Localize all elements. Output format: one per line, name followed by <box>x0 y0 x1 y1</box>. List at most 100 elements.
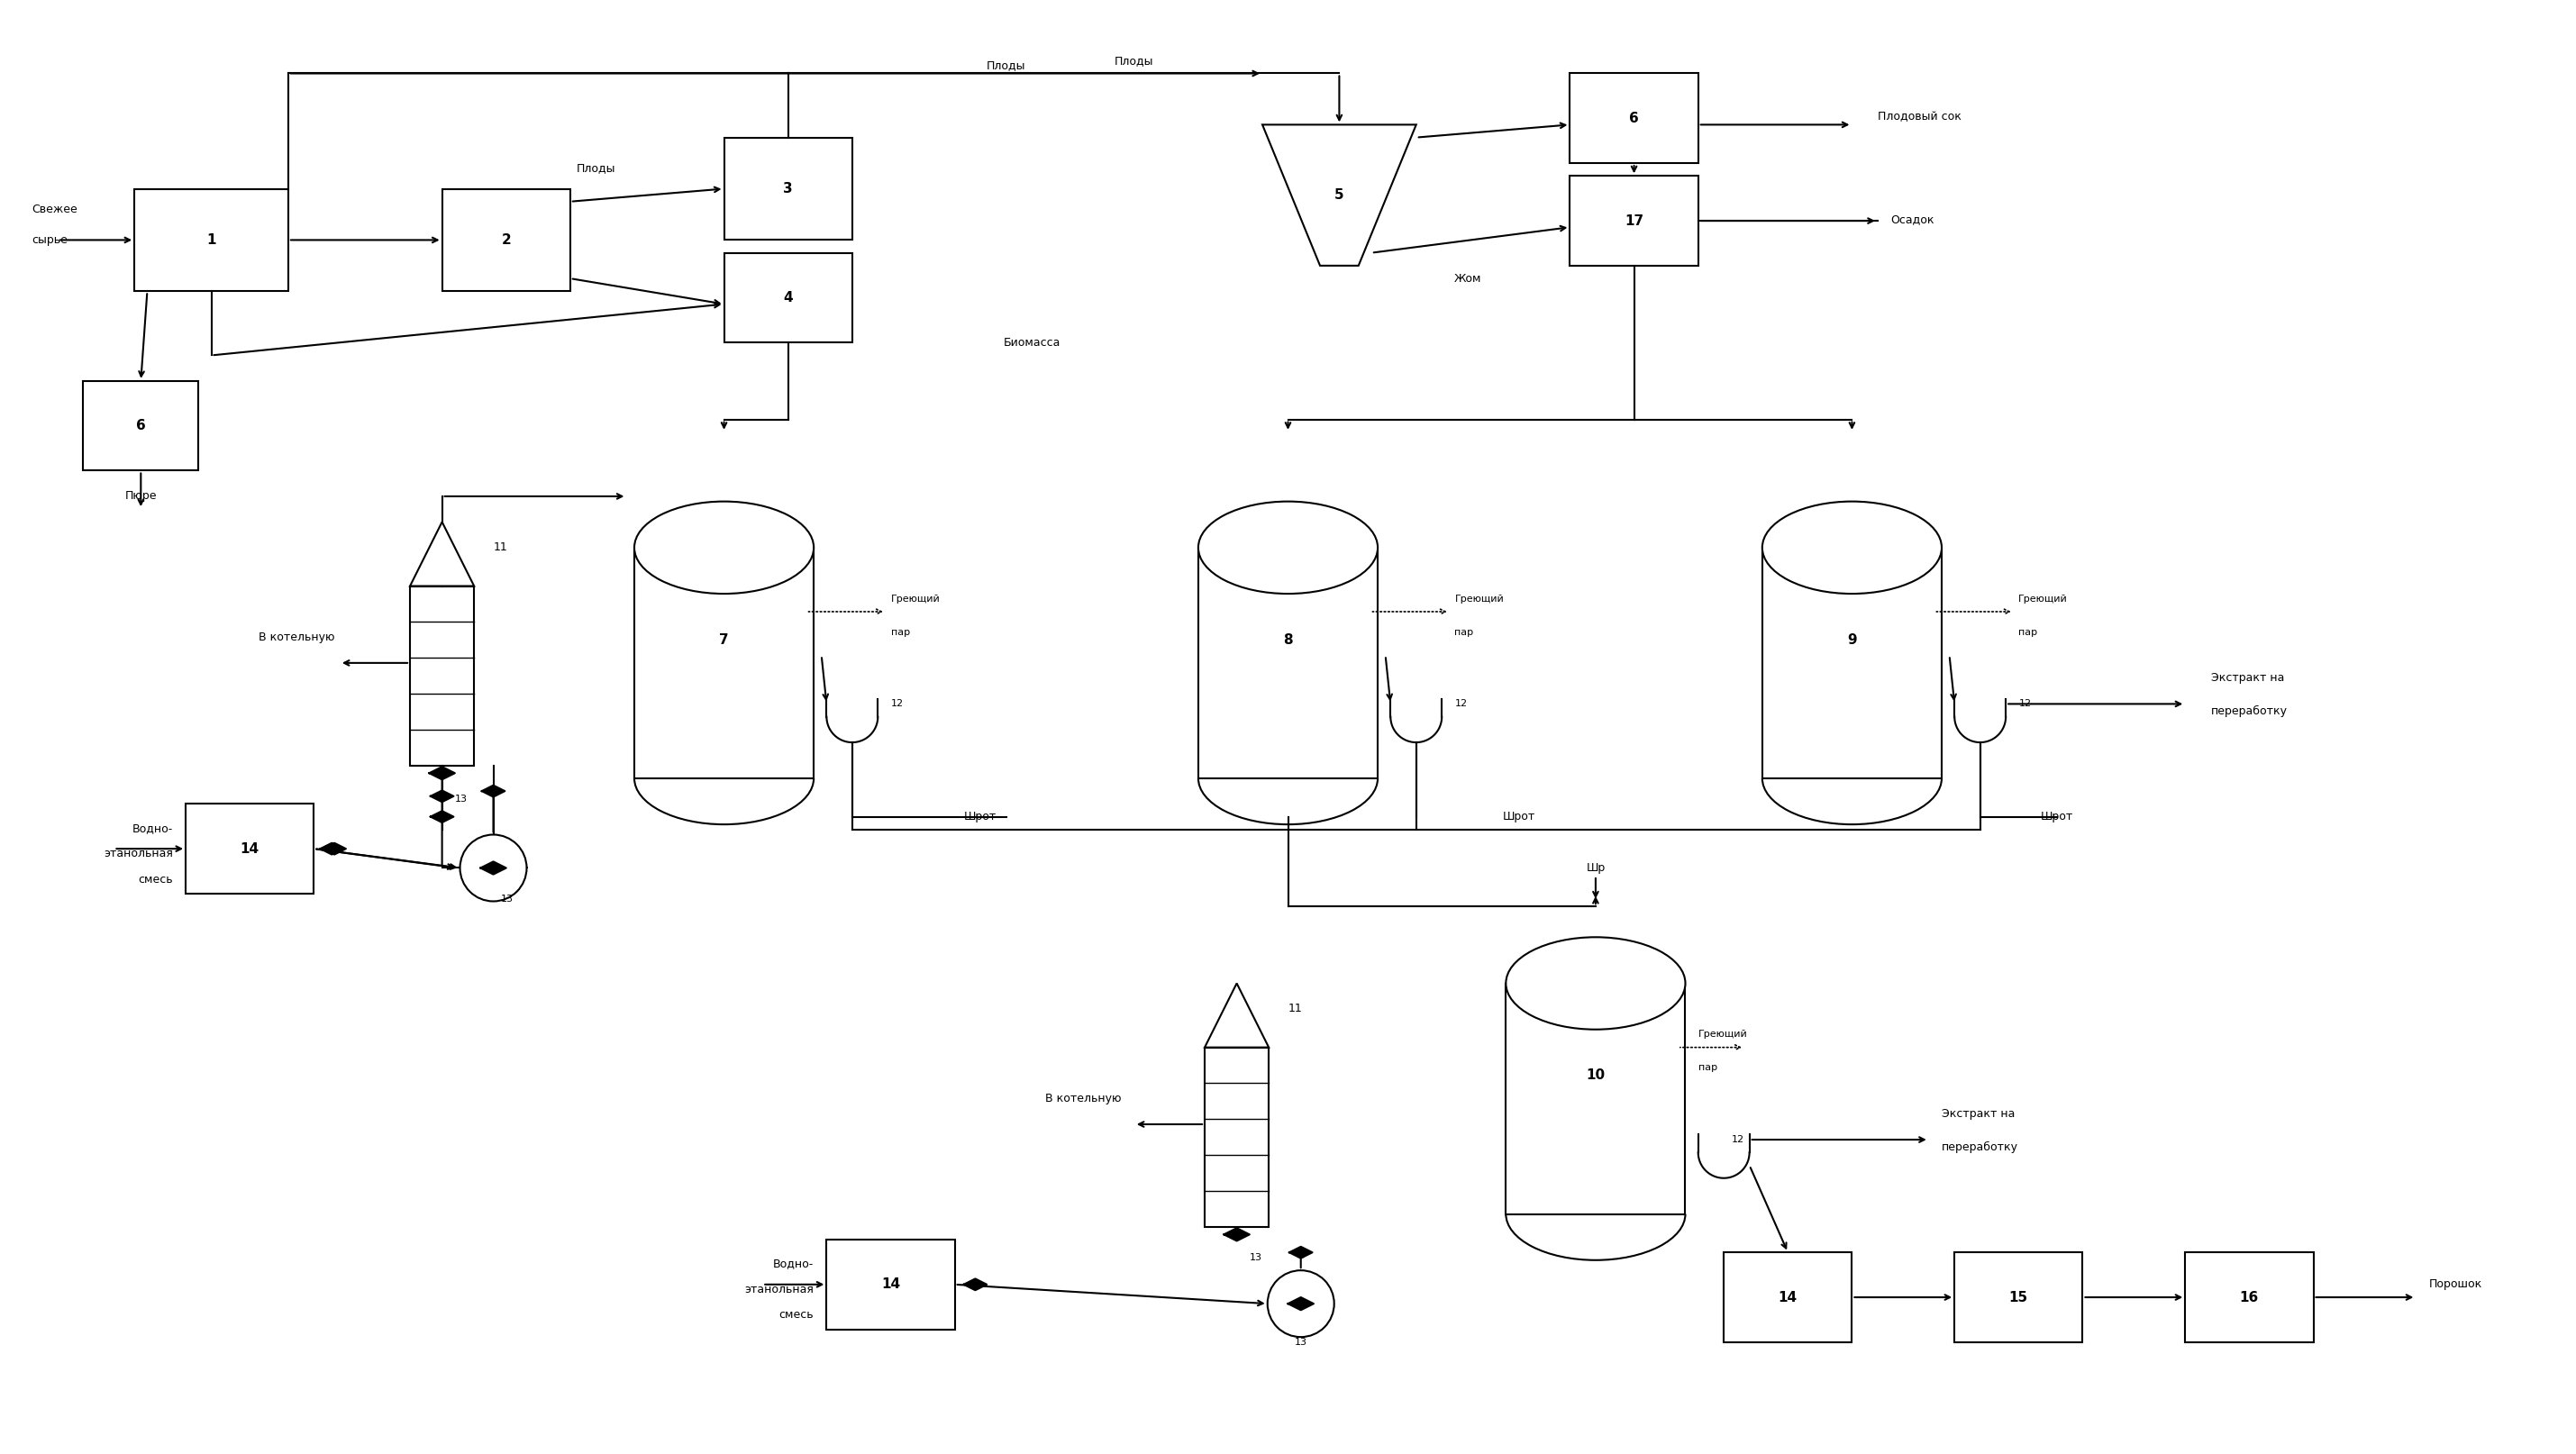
Text: 12: 12 <box>891 699 904 708</box>
Bar <box>410 586 474 765</box>
Polygon shape <box>963 1278 987 1290</box>
Ellipse shape <box>1762 502 1942 593</box>
Polygon shape <box>1288 1297 1314 1310</box>
Text: Порошок: Порошок <box>2429 1278 2483 1290</box>
Polygon shape <box>482 862 505 874</box>
Text: Экстракт на: Экстракт на <box>1942 1108 2014 1120</box>
Bar <box>1723 1252 1852 1342</box>
Text: Биомасса: Биомасса <box>1002 337 1061 349</box>
Text: 3: 3 <box>783 182 793 195</box>
Polygon shape <box>322 843 345 855</box>
Text: 14: 14 <box>240 842 260 855</box>
Bar <box>1569 176 1698 266</box>
Bar <box>1206 1047 1270 1227</box>
Text: этанольная: этанольная <box>744 1284 814 1296</box>
Text: 7: 7 <box>719 632 729 647</box>
Text: 6: 6 <box>1628 112 1638 125</box>
Text: В котельную: В котельную <box>1046 1093 1121 1105</box>
Text: 12: 12 <box>2020 699 2032 708</box>
Bar <box>827 1240 956 1329</box>
Text: В котельную: В котельную <box>258 631 335 643</box>
Polygon shape <box>1206 983 1270 1047</box>
Polygon shape <box>430 766 456 779</box>
Text: 11: 11 <box>1288 1003 1303 1015</box>
Bar <box>443 189 569 291</box>
Text: 15: 15 <box>2009 1291 2027 1304</box>
Bar <box>724 253 853 343</box>
Polygon shape <box>1262 125 1417 266</box>
Bar <box>1955 1252 2081 1342</box>
Text: Плоды: Плоды <box>987 60 1025 71</box>
Text: 11: 11 <box>495 542 507 554</box>
Text: переработку: переработку <box>1942 1141 2017 1153</box>
Text: 6: 6 <box>137 419 147 433</box>
Text: Плоды: Плоды <box>1115 55 1154 67</box>
Text: Греющий: Греющий <box>1455 595 1504 603</box>
Text: 13: 13 <box>500 894 513 903</box>
Bar <box>1198 548 1378 778</box>
Bar <box>2184 1252 2313 1342</box>
Text: Шрот: Шрот <box>2040 811 2074 823</box>
Text: пар: пар <box>1698 1063 1718 1073</box>
Text: 13: 13 <box>1249 1253 1262 1262</box>
Text: пар: пар <box>891 628 909 637</box>
Text: пар: пар <box>1455 628 1473 637</box>
Text: 1: 1 <box>206 233 216 247</box>
Text: этанольная: этанольная <box>103 848 173 859</box>
Text: 14: 14 <box>1777 1291 1798 1304</box>
Bar <box>1762 548 1942 778</box>
Text: 12: 12 <box>1455 699 1468 708</box>
Text: Шрот: Шрот <box>963 811 997 823</box>
Ellipse shape <box>1507 938 1685 1029</box>
Text: Пюре: Пюре <box>124 490 157 502</box>
Text: переработку: переработку <box>2210 705 2287 717</box>
Text: 16: 16 <box>2239 1291 2259 1304</box>
Polygon shape <box>410 522 474 586</box>
Bar <box>185 804 314 894</box>
Text: смесь: смесь <box>139 874 173 885</box>
Bar <box>1507 983 1685 1214</box>
Text: Шрот: Шрот <box>1502 811 1535 823</box>
Text: Греющий: Греющий <box>2020 595 2069 603</box>
Text: 8: 8 <box>1283 632 1293 647</box>
Ellipse shape <box>634 502 814 593</box>
Bar <box>134 189 289 291</box>
Text: 5: 5 <box>1334 189 1345 202</box>
Polygon shape <box>430 811 453 823</box>
Circle shape <box>461 835 526 901</box>
Text: 17: 17 <box>1625 214 1643 227</box>
Text: Осадок: Осадок <box>1891 214 1935 225</box>
Bar <box>634 548 814 778</box>
Text: 2: 2 <box>502 233 510 247</box>
Polygon shape <box>482 785 505 797</box>
Text: 12: 12 <box>1731 1136 1744 1144</box>
Bar <box>82 381 198 471</box>
Text: 13: 13 <box>1296 1338 1306 1346</box>
Text: Греющий: Греющий <box>891 595 940 603</box>
Circle shape <box>1267 1271 1334 1338</box>
Text: Водно-: Водно- <box>773 1258 814 1269</box>
Text: 14: 14 <box>881 1278 899 1291</box>
Polygon shape <box>1288 1246 1311 1258</box>
Text: Греющий: Греющий <box>1698 1029 1747 1040</box>
Ellipse shape <box>1198 502 1378 593</box>
Text: Плодовый сок: Плодовый сок <box>1878 111 1960 122</box>
Text: Водно-: Водно- <box>131 823 173 835</box>
Text: Шр: Шр <box>1587 862 1605 874</box>
Text: пар: пар <box>2020 628 2038 637</box>
Polygon shape <box>1224 1229 1249 1240</box>
Text: 10: 10 <box>1587 1069 1605 1082</box>
Text: Жом: Жом <box>1453 272 1481 285</box>
Polygon shape <box>319 843 343 855</box>
Text: 9: 9 <box>1847 632 1857 647</box>
Text: сырье: сырье <box>31 234 67 246</box>
Bar <box>1569 73 1698 163</box>
Text: смесь: смесь <box>778 1310 814 1322</box>
Bar <box>724 138 853 240</box>
Polygon shape <box>430 791 453 803</box>
Text: Плоды: Плоды <box>577 163 616 174</box>
Text: Свежее: Свежее <box>31 204 77 215</box>
Text: 4: 4 <box>783 291 793 304</box>
Text: Экстракт на: Экстракт на <box>2210 672 2285 685</box>
Text: 13: 13 <box>456 794 466 803</box>
